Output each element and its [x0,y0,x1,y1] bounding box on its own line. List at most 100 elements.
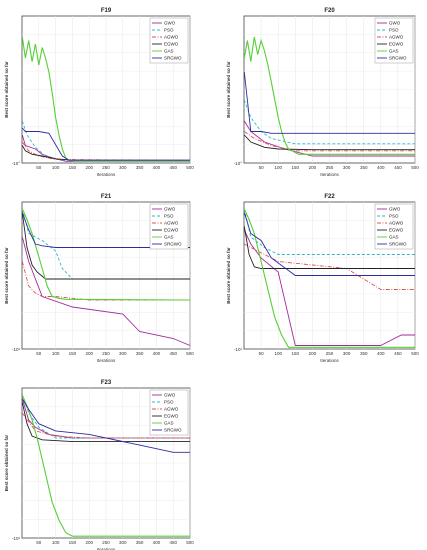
legend-label-pso: PSO [164,28,174,33]
series-line-pso [21,208,190,280]
y-tick-label: -10¹ [12,536,21,541]
series-line-egwo [243,226,415,269]
x-tick-label: 450 [169,165,177,170]
legend-label-gwo: GWO [389,207,401,212]
x-tick-label: 150 [69,351,77,356]
x-tick-label: 100 [52,165,60,170]
series-line-agwo [244,243,415,290]
legend-label-pso: PSO [389,28,399,33]
chart-panel-f22: F22 50 100 150 200 250 300 350 400 450 500 Iteratio… [226,194,419,363]
x-tick-label: 250 [326,165,334,170]
legend-label-agwo: AGWO [389,35,404,40]
series-line-srgwo [243,71,415,134]
legend-label-agwo: AGWO [389,221,404,226]
x-tick-label: 250 [326,351,334,356]
series-line-agwo [21,261,190,301]
series-line-pso [243,99,415,145]
series-line-srgwo [21,212,190,248]
chart-panel-f20: F20 50 100 150 200 250 300 350 400 450 500 Iteratio… [226,8,419,177]
legend-box [149,17,189,64]
series-line-gwo [243,229,415,346]
x-tick-label: 50 [259,165,265,170]
legend-label-agwo: AGWO [164,407,179,412]
legend-label-gwo: GWO [164,21,176,26]
x-tick-label: 100 [52,540,60,545]
chart-panel-f19: F19 50 100 150 200 250 300 350 400 450 500 Iteratio… [4,8,194,177]
x-tick-label: 250 [102,540,110,545]
x-tick-label: 150 [69,165,77,170]
chart-title: F22 [324,194,335,200]
legend-label-gas: GAS [164,235,174,240]
x-axis-label: Iterations [320,358,339,363]
series-line-agwo [21,141,191,162]
legend: GWO PSO AGWO EGWO GAS SRGWO [374,17,414,64]
x-tick-label: 50 [36,540,42,545]
legend-box [149,389,189,436]
legend-label-srgwo: SRGWO [389,56,407,61]
x-tick-label: 500 [186,351,194,356]
y-axis-label: Best score obtained so far [4,247,9,304]
chart-title: F20 [324,8,335,14]
x-tick-label: 400 [377,165,385,170]
x-tick-label: 300 [119,540,127,545]
series-line-egwo [21,212,190,280]
x-tick-label: 500 [411,165,419,170]
series-line-gas [21,208,191,301]
legend: GWO PSO AGWO EGWO GAS SRGWO [149,17,189,64]
x-axis-label: Iterations [97,358,116,363]
chart-panel-f23: F23 50 100 150 200 250 300 350 400 450 500 Iteratio… [4,380,194,550]
series-line-gas [243,36,415,155]
x-tick-label: 400 [153,351,161,356]
y-axis-label: Best score obtained so far [226,247,231,304]
series-line-gas [21,394,190,537]
legend-label-agwo: AGWO [164,221,179,226]
x-tick-label: 150 [69,540,77,545]
x-tick-label: 350 [136,165,144,170]
legend-label-gwo: GWO [164,393,176,398]
y-tick-label: -10° [234,161,243,166]
x-tick-label: 200 [85,540,93,545]
x-tick-label: 500 [411,351,419,356]
legend-label-pso: PSO [164,400,174,405]
x-tick-label: 350 [136,351,144,356]
series-line-pso [21,394,190,439]
x-tick-label: 250 [102,165,110,170]
x-tick-label: 100 [52,351,60,356]
series-line-egwo [243,134,415,151]
series-line-agwo [244,131,415,152]
legend-label-egwo: EGWO [164,228,179,233]
legend-label-egwo: EGWO [389,228,404,233]
series-line-srgwo [243,212,415,276]
legend-label-gas: GAS [389,235,399,240]
y-axis-label: Best score obtained so far [226,61,231,118]
legend-label-agwo: AGWO [164,35,179,40]
series-line-gwo [21,236,191,346]
x-axis-label: Iterations [97,172,116,177]
legend-label-pso: PSO [164,214,174,219]
x-tick-label: 350 [136,540,144,545]
legend-label-srgwo: SRGWO [389,242,407,247]
legend-label-pso: PSO [389,214,399,219]
x-tick-label: 150 [292,165,300,170]
legend-box [374,203,414,250]
legend: GWO PSO AGWO EGWO GAS SRGWO [149,203,189,250]
x-tick-label: 400 [153,540,161,545]
x-tick-label: 450 [169,351,177,356]
x-tick-label: 500 [186,540,194,545]
series-line-agwo [21,412,190,439]
x-tick-label: 200 [309,351,317,356]
x-tick-label: 200 [85,165,93,170]
x-axis-label: Iterations [320,172,339,177]
x-tick-label: 400 [153,165,161,170]
series-line-gwo [21,134,190,162]
legend-label-egwo: EGWO [164,414,179,419]
series-line-gwo [243,120,415,157]
chart-title: F19 [101,8,112,14]
legend-label-gwo: GWO [164,207,176,212]
legend-label-gas: GAS [164,421,174,426]
x-tick-label: 100 [274,351,282,356]
legend-box [374,17,414,64]
y-axis-label: Best score obtained so far [4,435,9,492]
y-tick-label: -10° [12,161,21,166]
x-tick-label: 100 [274,165,282,170]
